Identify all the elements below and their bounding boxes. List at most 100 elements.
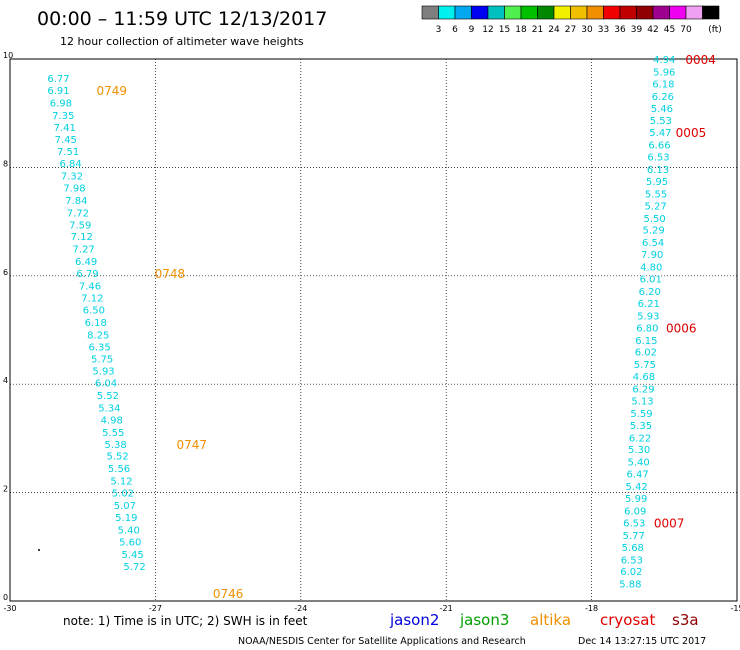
satellite-legend-s3a: s3a bbox=[672, 611, 699, 629]
satellite-legend-altika: altika bbox=[530, 611, 571, 629]
wave-height-point: 4.98 bbox=[101, 415, 123, 426]
wave-height-point: 5.40 bbox=[118, 525, 140, 536]
wave-height-point: 7.12 bbox=[71, 232, 93, 243]
wave-height-point: 5.13 bbox=[631, 396, 653, 407]
satellite-legend-cryosat: cryosat bbox=[600, 611, 655, 629]
y-tick-label: 8 bbox=[3, 159, 8, 168]
scale-swatch bbox=[603, 5, 621, 20]
scale-tick-label: 18 bbox=[515, 25, 527, 35]
wave-height-point: 7.59 bbox=[69, 220, 91, 231]
wave-height-point: 5.55 bbox=[645, 189, 667, 200]
satellite-legend-jason3: jason3 bbox=[459, 611, 509, 629]
x-tick-label: -18 bbox=[585, 604, 598, 613]
wave-height-point: 6.22 bbox=[629, 433, 651, 444]
wave-height-point: 4.68 bbox=[633, 372, 655, 383]
wave-height-point: 7.98 bbox=[63, 183, 85, 194]
wave-height-point: 5.46 bbox=[651, 104, 673, 115]
scale-tick-label: 70 bbox=[680, 25, 692, 35]
wave-height-point: 5.75 bbox=[634, 360, 656, 371]
stray-dot-mark bbox=[38, 549, 40, 551]
scale-tick-label: 24 bbox=[548, 25, 560, 35]
wave-height-point: 5.53 bbox=[650, 116, 672, 127]
wave-height-point: 5.75 bbox=[91, 355, 113, 366]
wave-height-point: 6.49 bbox=[75, 257, 97, 268]
scale-swatch bbox=[685, 5, 703, 20]
pass-time-label: 0746 bbox=[213, 587, 244, 601]
footer-note: note: 1) Time is in UTC; 2) SWH is in fe… bbox=[63, 614, 308, 628]
wave-height-point: 5.40 bbox=[627, 458, 649, 469]
scale-swatch bbox=[471, 5, 489, 20]
wave-height-point: 7.27 bbox=[73, 245, 95, 256]
wave-height-point: 6.66 bbox=[648, 141, 670, 152]
x-tick-label: -15 bbox=[730, 604, 740, 613]
scale-tick-label: 42 bbox=[647, 25, 658, 35]
wave-height-point: 6.02 bbox=[620, 567, 642, 578]
wave-height-point: 6.09 bbox=[624, 506, 646, 517]
wave-height-point: 5.42 bbox=[626, 482, 648, 493]
scale-swatch bbox=[636, 5, 654, 20]
y-tick-label: 2 bbox=[3, 485, 8, 494]
scale-tick-label: 27 bbox=[565, 25, 576, 35]
wave-height-point: 4.80 bbox=[640, 263, 662, 274]
scale-tick-label: 39 bbox=[631, 25, 643, 35]
wave-height-point: 5.52 bbox=[106, 452, 128, 463]
wave-height-point: 7.32 bbox=[61, 172, 83, 183]
wave-height-point: 5.88 bbox=[619, 580, 641, 591]
scale-tick-label: 9 bbox=[469, 25, 475, 35]
x-tick-label: -21 bbox=[440, 604, 453, 613]
scale-tick-label: 21 bbox=[532, 25, 543, 35]
wave-height-point: 4.94 bbox=[653, 55, 675, 66]
wave-height-point: 5.68 bbox=[622, 543, 644, 554]
wave-height-point: 5.77 bbox=[623, 531, 645, 542]
wave-height-point: 5.27 bbox=[644, 201, 666, 212]
wave-height-point: 5.19 bbox=[115, 513, 137, 524]
page-title: 00:00 – 11:59 UTC 12/13/2017 bbox=[37, 8, 327, 30]
wave-height-point: 6.18 bbox=[652, 79, 674, 90]
wave-height-point: 7.41 bbox=[54, 123, 76, 134]
wave-height-point: 6.79 bbox=[76, 269, 98, 280]
wave-height-point: 5.72 bbox=[123, 562, 145, 573]
scale-swatch bbox=[438, 5, 456, 20]
scale-swatch bbox=[487, 5, 505, 20]
wave-height-point: 6.91 bbox=[47, 86, 69, 97]
pass-time-label: 0006 bbox=[666, 321, 697, 335]
y-tick-label: 10 bbox=[3, 51, 13, 60]
wave-height-point: 6.54 bbox=[642, 238, 664, 249]
wave-height-point: 5.45 bbox=[121, 550, 143, 561]
wave-height-point: 6.01 bbox=[640, 275, 662, 286]
wave-height-point: 6.04 bbox=[95, 379, 117, 390]
wave-height-point: 5.50 bbox=[643, 214, 665, 225]
scale-unit-label: (ft) bbox=[708, 25, 722, 35]
wave-height-point: 5.07 bbox=[114, 501, 136, 512]
wave-height-point: 8.25 bbox=[87, 330, 109, 341]
wave-height-point: 7.90 bbox=[641, 250, 663, 261]
wave-height-point: 6.77 bbox=[47, 74, 69, 85]
scale-swatch bbox=[504, 5, 522, 20]
wave-height-point: 7.84 bbox=[65, 196, 87, 207]
wave-height-point: 5.52 bbox=[97, 391, 119, 402]
pass-time-label: 0749 bbox=[97, 84, 128, 98]
wave-height-point: 6.53 bbox=[623, 518, 645, 529]
scale-tick-label: 33 bbox=[598, 25, 609, 35]
wave-height-point: 7.46 bbox=[79, 282, 101, 293]
wave-height-point: 7.45 bbox=[55, 135, 77, 146]
scale-tick-label: 12 bbox=[482, 25, 493, 35]
wave-height-point: 5.47 bbox=[649, 128, 671, 139]
satellite-legend-jason2: jason2 bbox=[389, 611, 439, 629]
wave-height-point: 7.72 bbox=[67, 208, 89, 219]
pass-time-label: 0004 bbox=[685, 53, 716, 67]
scale-swatch bbox=[454, 5, 472, 20]
wave-height-point: 5.99 bbox=[625, 494, 647, 505]
wave-height-point: 6.47 bbox=[627, 470, 649, 481]
wave-height-point: 5.29 bbox=[643, 226, 665, 237]
plot-frame bbox=[9, 58, 738, 602]
wave-height-point: 5.38 bbox=[105, 440, 127, 451]
wave-height-point: 6.98 bbox=[50, 98, 72, 109]
wave-height-point: 6.53 bbox=[621, 555, 643, 566]
wave-height-point: 5.95 bbox=[646, 177, 668, 188]
wave-height-point: 5.59 bbox=[630, 409, 652, 420]
wave-height-point: 5.96 bbox=[653, 67, 675, 78]
wave-height-point: 5.30 bbox=[628, 445, 650, 456]
x-tick-label: -24 bbox=[294, 604, 307, 613]
